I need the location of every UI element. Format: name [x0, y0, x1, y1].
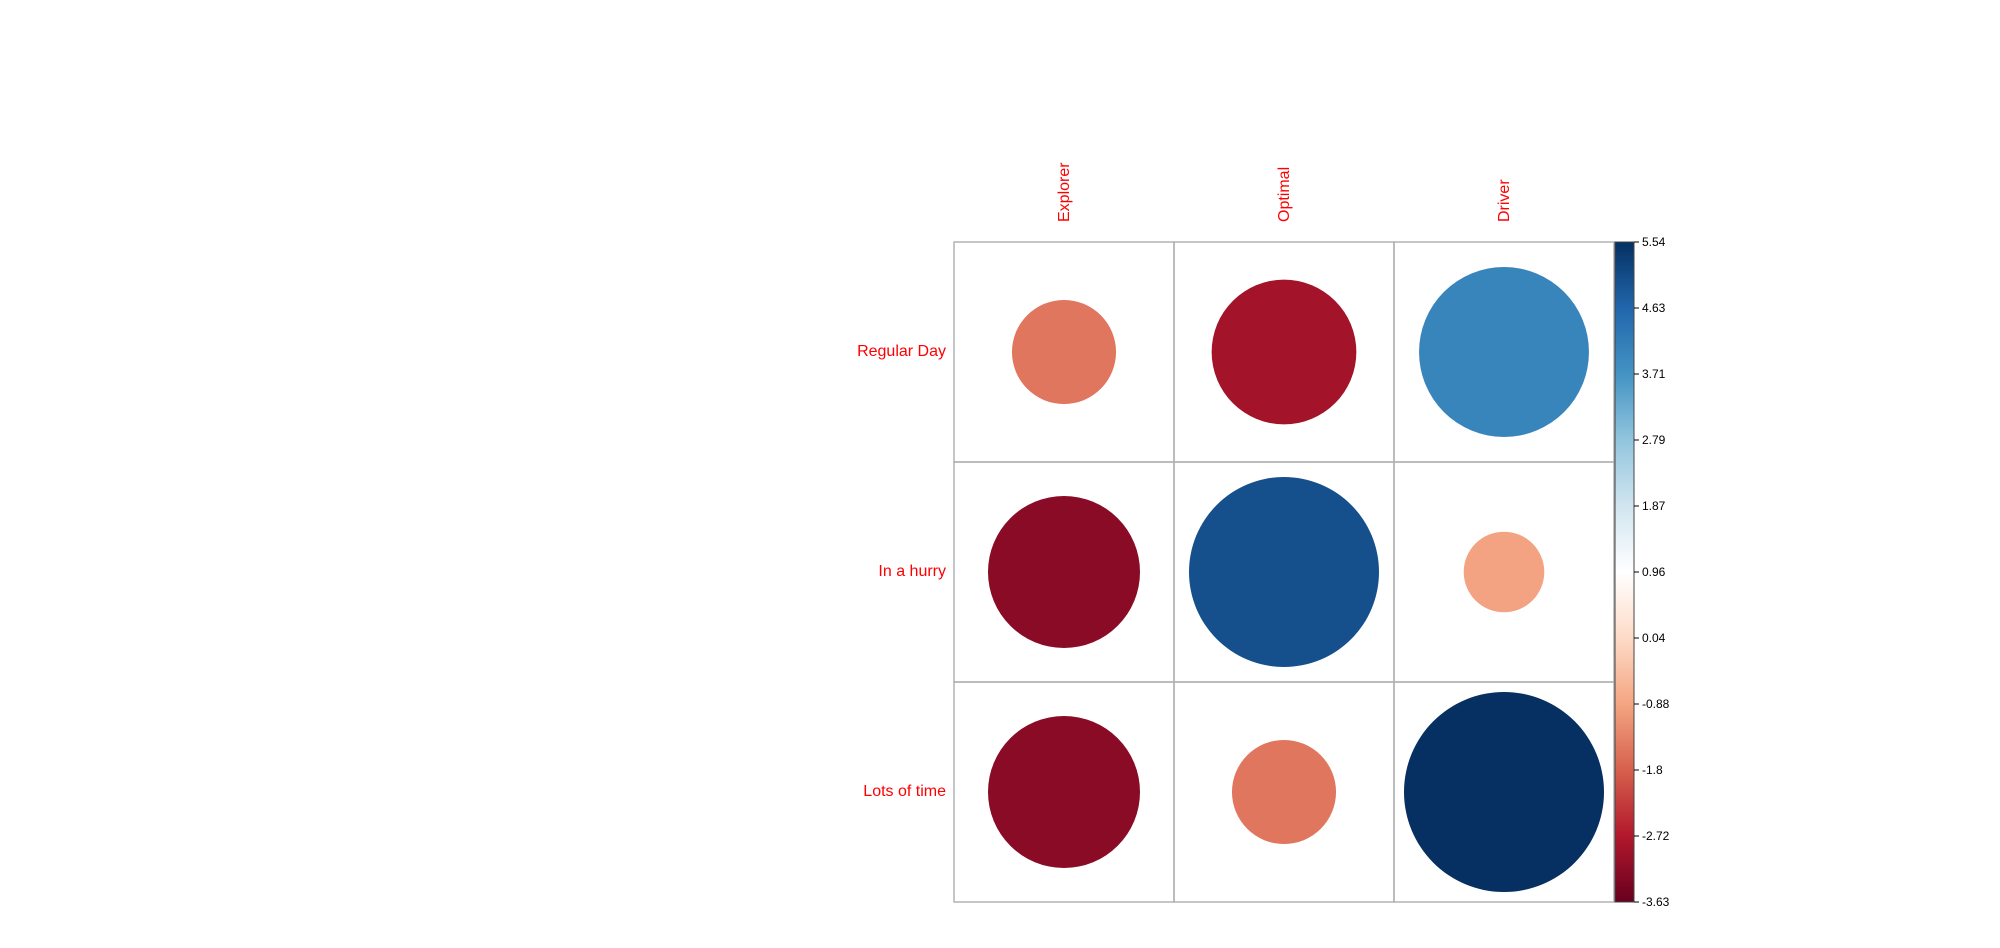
correlation-circle: [987, 495, 1141, 649]
correlation-circle: [1211, 279, 1357, 425]
colorbar-tick-label: 1.87: [1642, 499, 1666, 513]
colorbar-tick-label: 0.04: [1642, 631, 1666, 645]
grid: [953, 241, 1615, 903]
column-label: Driver: [1496, 179, 1513, 222]
grid-cell: [1393, 681, 1615, 903]
colorbar: 5.54 4.63 3.71 2.79 1.87 0.96 0.04 -0.88 -1.8 -2.…: [1614, 235, 1670, 909]
row-labels: Regular Day In a hurry Lots of time: [857, 343, 946, 800]
row-label: In a hurry: [878, 563, 946, 580]
correlation-circle: [1011, 299, 1117, 405]
colorbar-tick-label: -3.63: [1642, 895, 1670, 909]
colorbar-tick-label: 5.54: [1642, 235, 1666, 249]
column-labels: Explorer Optimal Driver: [1056, 162, 1513, 222]
colorbar-tick-label: 2.79: [1642, 433, 1666, 447]
correlation-circle: [1231, 739, 1337, 845]
circle-layer: [987, 267, 1604, 892]
colorbar-tick-label: -0.88: [1642, 697, 1670, 711]
colorbar-tick-label: -1.8: [1642, 763, 1663, 777]
correlation-circle: [1188, 476, 1380, 668]
correlation-circle: [1404, 692, 1604, 892]
colorbar-tick-label: 4.63: [1642, 301, 1666, 315]
row-label: Lots of time: [863, 783, 946, 800]
colorbar-tick-label: 3.71: [1642, 367, 1666, 381]
colorbar-tick-label: 0.96: [1642, 565, 1666, 579]
correlation-circle: [1419, 267, 1589, 437]
row-label: Regular Day: [857, 343, 946, 360]
correlation-circle: [987, 715, 1141, 869]
colorbar-gradient: [1614, 241, 1635, 903]
correlation-circle: [1463, 531, 1545, 613]
colorbar-tick-label: -2.72: [1642, 829, 1670, 843]
column-label: Optimal: [1276, 167, 1293, 222]
column-label: Explorer: [1056, 162, 1073, 222]
